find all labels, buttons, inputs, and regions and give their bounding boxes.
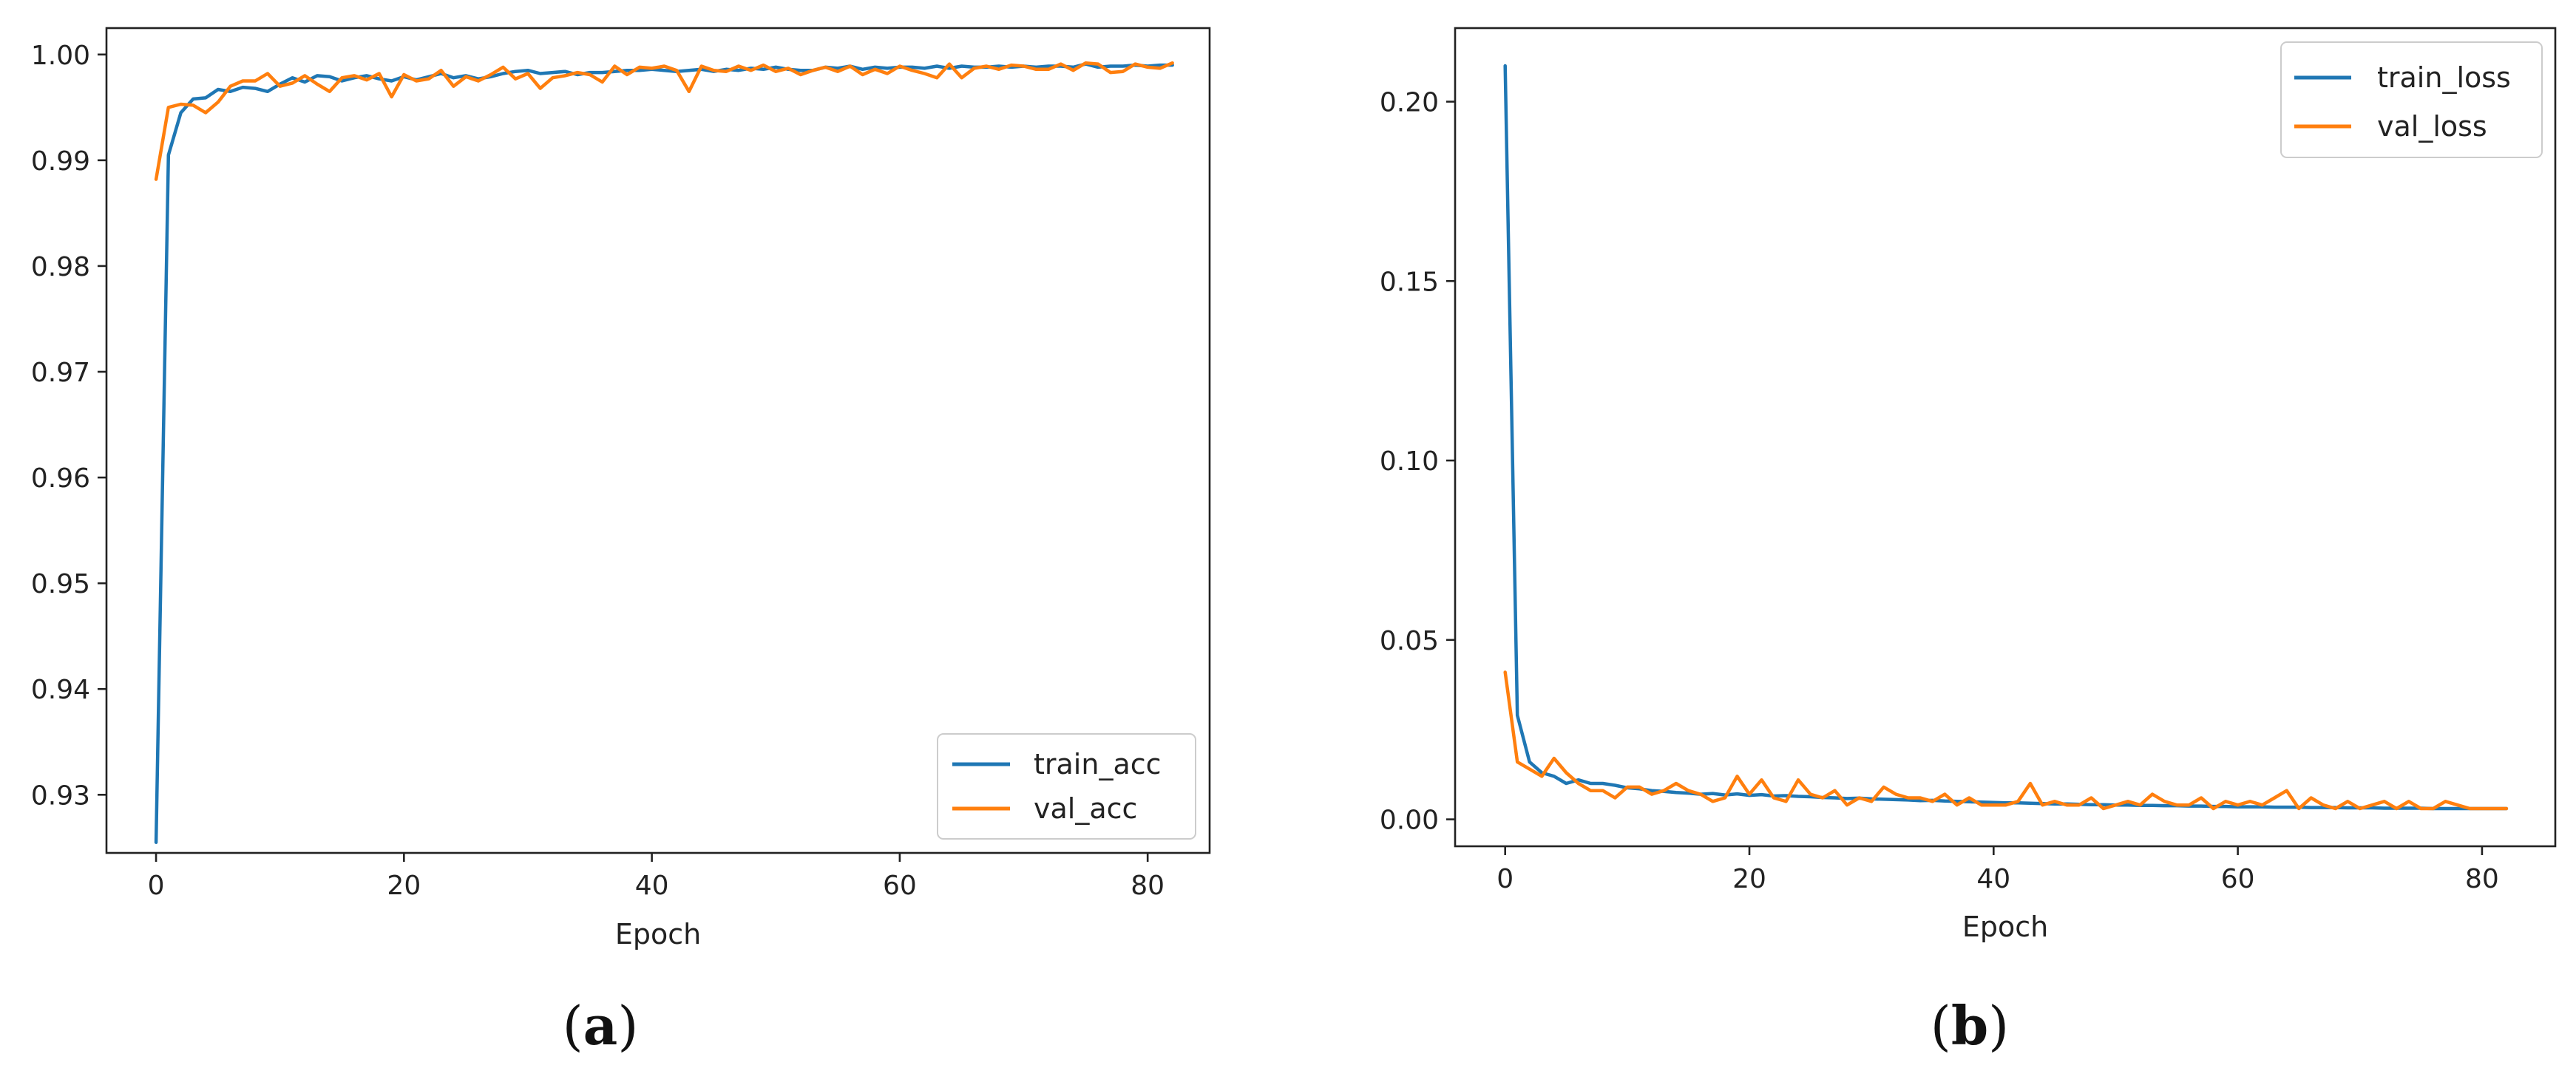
- chart-a-ytick-label-5: 0.98: [31, 252, 90, 282]
- chart-a-caption: (a): [563, 994, 639, 1057]
- chart-panel-b: 0 20 40 60 80 0.00 0.05 0.10 0.15 0.20 Epoch trai…: [1380, 27, 2557, 1057]
- chart-a-legend-label-val-acc: val_acc: [1034, 792, 1137, 825]
- chart-b-legend: train_loss val_loss: [2280, 41, 2543, 158]
- chart-b-series-train-loss: [1503, 64, 2509, 811]
- chart-a-axes-frame: [105, 27, 1211, 854]
- chart-a-ytick-label-4: 0.97: [31, 358, 90, 388]
- chart-a-ytick-label-1: 0.94: [31, 675, 90, 705]
- chart-b-ytick-label-3: 0.15: [1380, 267, 1439, 297]
- chart-a-legend: train_acc val_acc: [937, 733, 1196, 840]
- chart-b-xtick-label-80: 80: [2465, 864, 2499, 894]
- chart-a-xlabel: Epoch: [615, 918, 701, 950]
- chart-a-ytick-label-2: 0.95: [31, 569, 90, 599]
- chart-a-ticks: 0 20 40 60 80 0.93 0.94 0.95 0.96 0.97 0.98 0.99 1.0…: [31, 41, 1165, 901]
- chart-b-caption: (b): [1931, 994, 2010, 1057]
- chart-b-ytick-label-4: 0.20: [1380, 88, 1439, 118]
- chart-b-plot-lines: [1503, 64, 2509, 811]
- chart-a-series-val-acc: [154, 61, 1174, 181]
- chart-b-ytick-label-2: 0.10: [1380, 446, 1439, 477]
- chart-b-xtick-label-60: 60: [2221, 864, 2255, 894]
- chart-b-legend-box: [2280, 41, 2543, 158]
- chart-b-xtick-label-0: 0: [1497, 864, 1514, 894]
- chart-a-xtick-label-20: 20: [387, 871, 421, 901]
- chart-a-xtick-label-40: 40: [635, 871, 669, 901]
- chart-b-legend-label-train-loss: train_loss: [2377, 61, 2511, 94]
- chart-b-caption-letter: b: [1951, 994, 1988, 1057]
- chart-b-series-val-loss: [1503, 670, 2509, 811]
- chart-a-xtick-label-60: 60: [883, 871, 917, 901]
- chart-a-legend-label-train-acc: train_acc: [1034, 748, 1162, 780]
- chart-b-ticks: 0 20 40 60 80 0.00 0.05 0.10 0.15 0.20: [1380, 88, 2499, 894]
- chart-b-xtick-label-20: 20: [1732, 864, 1766, 894]
- chart-panel-a: 0 20 40 60 80 0.93 0.94 0.95 0.96 0.97 0.98 0.99 1.0…: [31, 27, 1211, 1057]
- chart-b-xlabel: Epoch: [1962, 911, 2048, 943]
- chart-a-xtick-label-80: 80: [1131, 871, 1165, 901]
- chart-a-plot-lines: [154, 61, 1174, 844]
- chart-a-ytick-label-6: 0.99: [31, 146, 90, 177]
- chart-b-ytick-label-1: 0.05: [1380, 626, 1439, 656]
- chart-a-series-train-acc: [154, 62, 1174, 844]
- chart-b-legend-label-val-loss: val_loss: [2377, 110, 2487, 143]
- chart-a-ytick-label-3: 0.96: [31, 463, 90, 494]
- chart-a-xtick-label-0: 0: [148, 871, 165, 901]
- chart-b-axes-frame: [1454, 27, 2557, 848]
- chart-a-caption-letter: a: [583, 994, 618, 1057]
- chart-a-ytick-label-0: 0.93: [31, 780, 90, 811]
- chart-b-xtick-label-40: 40: [1976, 864, 2010, 894]
- chart-a-ytick-label-7: 1.00: [31, 41, 90, 71]
- chart-b-ytick-label-0: 0.00: [1380, 806, 1439, 836]
- chart-a-legend-box: [937, 733, 1196, 840]
